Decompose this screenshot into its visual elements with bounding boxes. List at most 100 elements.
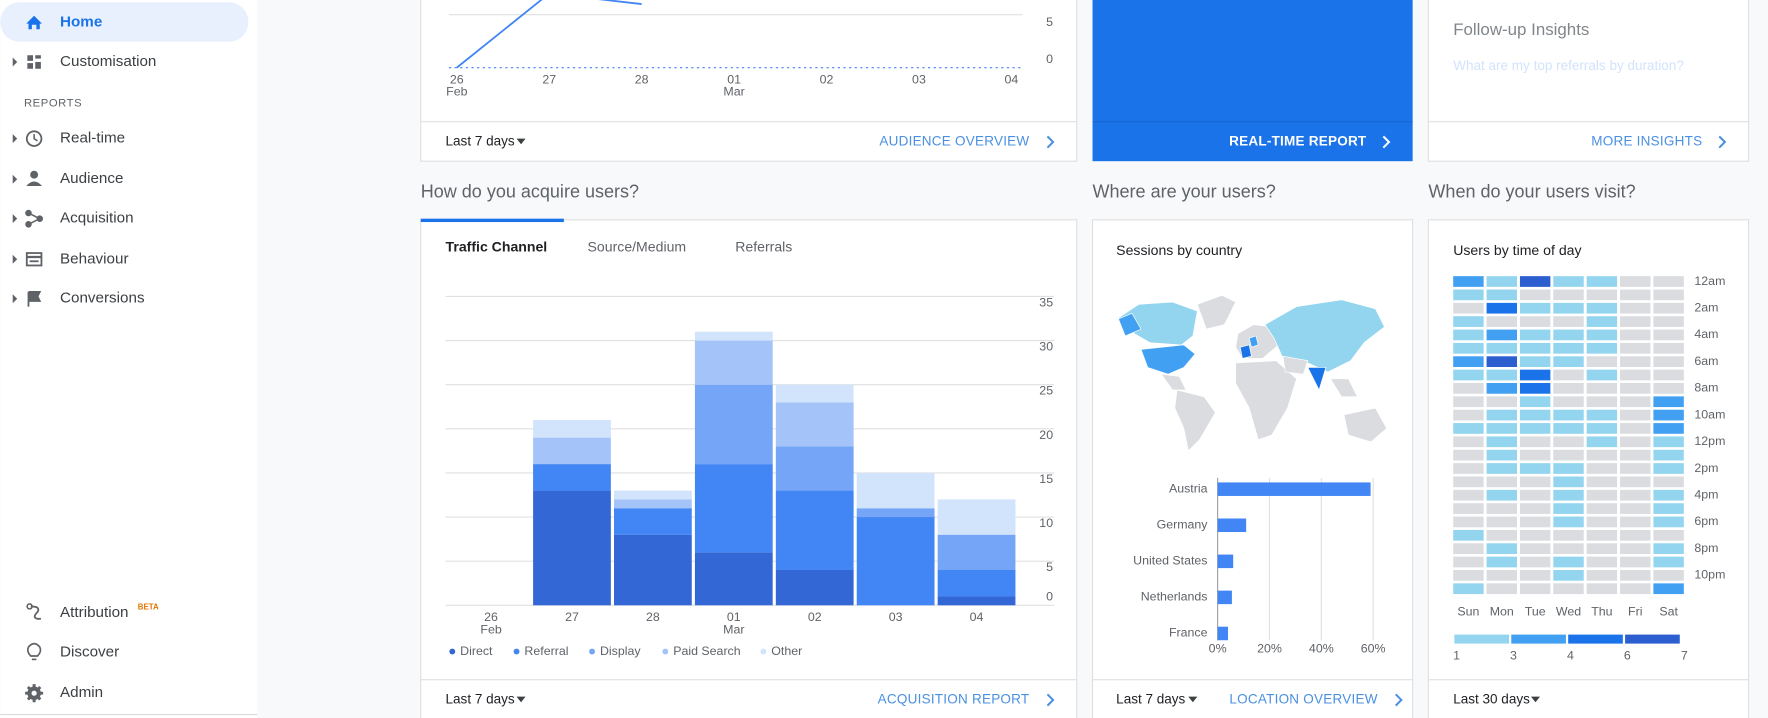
heat-cell <box>1620 369 1651 381</box>
heat-cell <box>1553 423 1584 434</box>
audience-icon <box>26 170 43 186</box>
x-tick-label: 20% <box>1257 642 1282 656</box>
heat-cell <box>1486 329 1518 341</box>
heat-cell <box>1586 396 1618 408</box>
customisation-icon <box>27 55 41 69</box>
bar-segment <box>533 419 611 438</box>
heat-cell <box>1453 276 1484 287</box>
heat-cell <box>1620 463 1651 474</box>
heat-cell <box>1453 463 1484 474</box>
heat-cell <box>1453 436 1484 448</box>
y-tick-label: 0 <box>1046 590 1053 604</box>
nav-admin[interactable]: Admin <box>60 684 103 701</box>
heat-cell <box>1653 543 1684 554</box>
heat-cell <box>1586 383 1618 394</box>
nav-conversions[interactable]: Conversions <box>60 290 145 307</box>
nav-acquisition[interactable]: Acquisition <box>60 210 134 227</box>
dropdown-arrow[interactable] <box>1530 696 1541 703</box>
x-tick-sublabel: Feb <box>480 622 501 636</box>
location-link[interactable]: LOCATION OVERVIEW <box>1229 692 1377 707</box>
row-label: 2pm <box>1694 461 1718 475</box>
expand-arrow[interactable] <box>12 174 18 184</box>
heat-cell <box>1519 289 1551 301</box>
x-tick-label: 01 <box>727 72 741 86</box>
row-label: 10am <box>1694 407 1725 421</box>
x-tick-label: 27 <box>565 610 579 624</box>
heat-cell <box>1486 409 1518 421</box>
heat-cell <box>1586 276 1618 287</box>
insights-question[interactable]: What are my top referrals by duration? <box>1453 58 1684 73</box>
discover-icon <box>26 642 42 661</box>
tab[interactable]: Traffic Channel <box>446 239 548 255</box>
expand-arrow[interactable] <box>12 214 18 224</box>
chevron[interactable] <box>1046 693 1055 707</box>
heat-cell <box>1653 396 1684 408</box>
period-selector[interactable]: Last 7 days <box>1116 692 1185 707</box>
realtime-card <box>1092 0 1413 162</box>
period-selector[interactable]: Last 7 days <box>446 134 515 149</box>
heat-cell <box>1653 369 1684 381</box>
x-tick-label: 04 <box>1004 72 1018 86</box>
nav-behaviour[interactable]: Behaviour <box>60 250 128 267</box>
tab[interactable]: Referrals <box>735 239 792 255</box>
heat-cell <box>1453 316 1484 327</box>
bar-segment <box>856 508 935 518</box>
nav-attribution[interactable]: Attribution <box>60 604 128 621</box>
insights-link[interactable]: MORE INSIGHTS <box>1591 134 1702 149</box>
heat-cell <box>1553 383 1584 394</box>
row-label: 4am <box>1694 327 1718 341</box>
heat-cell <box>1453 409 1484 421</box>
legend-tick-label: 3 <box>1510 648 1517 662</box>
conversions-icon <box>27 291 42 307</box>
acquisition-link[interactable]: ACQUISITION REPORT <box>878 692 1030 707</box>
expand-arrow[interactable] <box>12 294 18 304</box>
period-selector[interactable]: Last 30 days <box>1453 692 1530 707</box>
active-nav-bg <box>0 2 249 42</box>
chevron[interactable] <box>1382 135 1391 149</box>
bar-segment <box>937 499 1016 535</box>
realtime-link[interactable]: REAL-TIME REPORT <box>1229 134 1367 149</box>
heat-cell <box>1586 409 1618 421</box>
heat-cell <box>1620 289 1651 301</box>
chevron[interactable] <box>1046 135 1055 149</box>
legend-label: Direct <box>460 644 493 658</box>
heat-cell <box>1453 302 1484 314</box>
tab[interactable]: Source/Medium <box>588 239 687 255</box>
bar-segment <box>775 569 854 606</box>
heat-cell <box>1486 423 1518 434</box>
chevron[interactable] <box>1718 135 1727 149</box>
insights-title: Follow-up Insights <box>1453 20 1589 39</box>
nav-discover[interactable]: Discover <box>60 644 119 661</box>
nav-home[interactable]: Home <box>60 14 102 31</box>
dropdown-arrow[interactable] <box>1188 696 1198 703</box>
heat-cell <box>1620 409 1651 421</box>
attribution-icon <box>30 605 41 620</box>
x-tick-label: 26 <box>484 610 498 624</box>
nav-audience[interactable]: Audience <box>60 170 123 187</box>
heat-cell <box>1453 489 1484 501</box>
legend-swatch <box>1454 634 1510 644</box>
legend-tick-label: 4 <box>1567 648 1574 662</box>
heat-cell <box>1620 302 1651 314</box>
heat-cell <box>1553 463 1584 474</box>
period-selector[interactable]: Last 7 days <box>446 692 515 707</box>
bar-segment <box>937 569 1016 597</box>
expand-arrow[interactable] <box>12 57 18 67</box>
column-label: Thu <box>1591 604 1612 618</box>
chevron[interactable] <box>1395 693 1403 707</box>
nav-customisation[interactable]: Customisation <box>60 53 156 70</box>
heat-cell <box>1620 476 1651 488</box>
dropdown-arrow[interactable] <box>516 696 526 703</box>
audience-link[interactable]: AUDIENCE OVERVIEW <box>879 134 1029 149</box>
heat-cell <box>1453 543 1484 554</box>
dropdown-arrow[interactable] <box>516 138 526 145</box>
x-tick-sublabel: Mar <box>723 85 744 99</box>
row-label: 10pm <box>1694 568 1725 582</box>
y-tick-label: 25 <box>1039 384 1053 398</box>
expand-arrow[interactable] <box>12 254 18 264</box>
bar-segment <box>694 552 773 606</box>
nav-realtime[interactable]: Real-time <box>60 130 125 147</box>
expand-arrow[interactable] <box>12 134 18 144</box>
heat-cell <box>1519 302 1551 314</box>
